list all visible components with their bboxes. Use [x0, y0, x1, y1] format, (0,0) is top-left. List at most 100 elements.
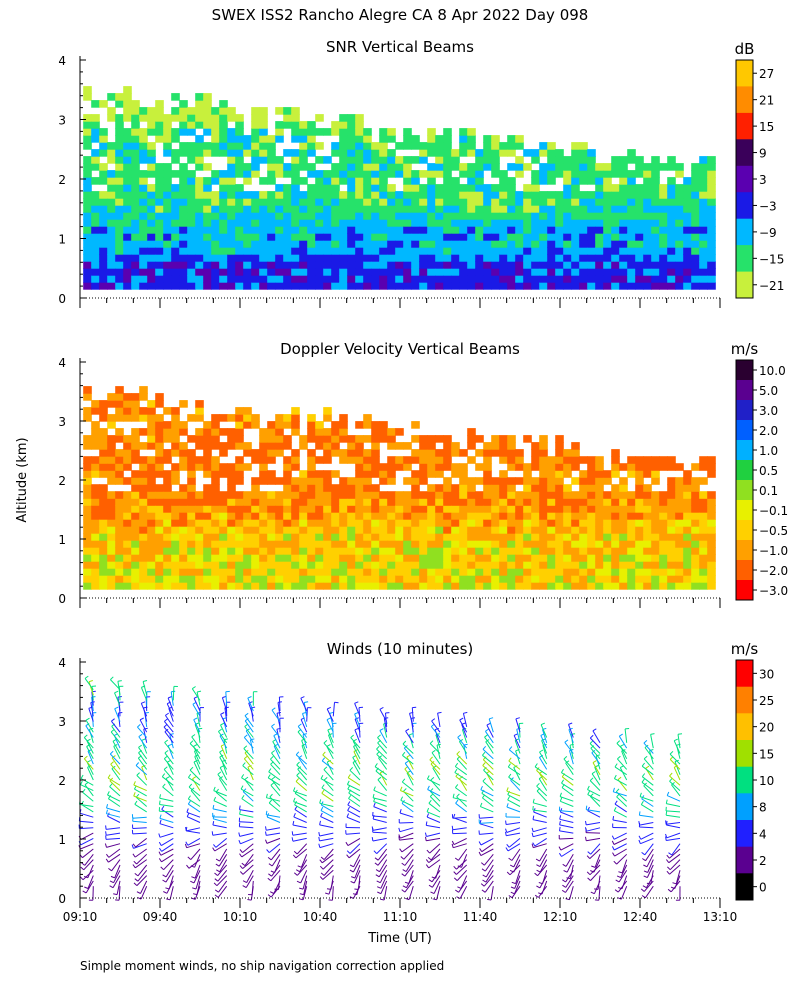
heatmap-cell	[539, 261, 548, 269]
heatmap-cell	[219, 505, 228, 513]
wind-barb	[533, 811, 547, 818]
wind-barb-flag	[270, 756, 274, 760]
heatmap-cell	[115, 100, 124, 108]
heatmap-cell	[171, 414, 180, 422]
heatmap-cell	[651, 240, 660, 248]
heatmap-cell	[139, 268, 148, 276]
heatmap-cell	[419, 498, 428, 506]
heatmap-cell	[251, 121, 260, 129]
heatmap-cell	[315, 491, 324, 499]
heatmap-cell	[291, 191, 300, 199]
heatmap-cell	[259, 456, 268, 464]
heatmap-cell	[163, 198, 172, 206]
heatmap-cell	[163, 428, 172, 436]
wind-barb	[321, 792, 334, 802]
heatmap-cell	[675, 275, 684, 283]
heatmap-cell	[291, 463, 300, 471]
heatmap-cell	[547, 463, 556, 471]
heatmap-cell	[651, 533, 660, 541]
heatmap-cell	[107, 435, 116, 443]
heatmap-cell	[619, 233, 628, 241]
heatmap-cell	[315, 268, 324, 276]
heatmap-cell	[659, 526, 668, 534]
wind-barb-flag	[297, 865, 302, 868]
wind-barb-flag	[83, 755, 88, 760]
heatmap-cell	[651, 233, 660, 241]
heatmap-cell	[443, 575, 452, 583]
heatmap-cell	[611, 282, 620, 290]
heatmap-cell	[427, 491, 436, 499]
heatmap-cell	[323, 442, 332, 450]
heatmap-cell	[323, 233, 332, 241]
heatmap-cell	[291, 540, 300, 548]
wind-barb-flag	[193, 744, 198, 747]
heatmap-cell	[331, 428, 340, 436]
heatmap-cell	[531, 442, 540, 450]
heatmap-cell	[643, 561, 652, 569]
heatmap-cell	[459, 128, 468, 136]
heatmap-cell	[227, 484, 236, 492]
heatmap-cell	[299, 268, 308, 276]
heatmap-cell	[195, 282, 204, 290]
heatmap-cell	[99, 561, 108, 569]
wind-barb	[377, 737, 388, 749]
heatmap-cell	[203, 575, 212, 583]
heatmap-cell	[675, 498, 684, 506]
heatmap-cell	[411, 191, 420, 199]
colorbar-unit: m/s	[731, 340, 759, 358]
heatmap-cell	[691, 477, 700, 485]
heatmap-cell	[307, 435, 316, 443]
heatmap-cell	[403, 498, 412, 506]
wind-barb-flag	[239, 871, 244, 875]
heatmap-cell	[675, 282, 684, 290]
wind-barb	[196, 880, 201, 895]
wind-barb-flag	[141, 738, 146, 741]
wind-barb-flag	[432, 765, 437, 769]
heatmap-cell	[195, 205, 204, 213]
heatmap-cell	[331, 470, 340, 478]
heatmap-cell	[227, 268, 236, 276]
wind-barb	[666, 832, 681, 839]
heatmap-cell	[539, 533, 548, 541]
heatmap-cell	[107, 400, 116, 408]
wind-barb-flag	[83, 875, 88, 879]
wind-barb	[319, 802, 334, 807]
heatmap-cell	[307, 261, 316, 269]
heatmap-cell	[363, 582, 372, 590]
heatmap-cell	[683, 561, 692, 569]
heatmap-cell	[363, 575, 372, 583]
heatmap-cell	[547, 568, 556, 576]
wind-barb-flag	[302, 733, 307, 736]
heatmap-cell	[291, 477, 300, 485]
heatmap-cell	[195, 149, 204, 157]
heatmap-cell	[235, 233, 244, 241]
wind-barb-flag	[295, 869, 300, 873]
heatmap-cell	[179, 254, 188, 262]
heatmap-cell	[131, 191, 140, 199]
heatmap-cell	[83, 93, 92, 101]
heatmap-cell	[299, 128, 308, 136]
heatmap-cell	[691, 519, 700, 527]
heatmap-cell	[699, 247, 708, 255]
heatmap-cell	[211, 205, 220, 213]
heatmap-cell	[139, 247, 148, 255]
heatmap-cell	[139, 519, 148, 527]
heatmap-cell	[611, 449, 620, 457]
heatmap-cell	[619, 205, 628, 213]
heatmap-cell	[251, 198, 260, 206]
wind-barb	[194, 756, 201, 770]
wind-barb	[561, 772, 574, 781]
wind-barb-flag	[481, 889, 486, 893]
heatmap-cell	[235, 282, 244, 290]
wind-barb	[133, 795, 147, 802]
wind-barb-flag	[109, 750, 114, 755]
heatmap-cell	[491, 505, 500, 513]
heatmap-cell	[83, 254, 92, 262]
heatmap-cell	[291, 456, 300, 464]
heatmap-cell	[283, 212, 292, 220]
heatmap-cell	[347, 205, 356, 213]
wind-barb	[618, 870, 628, 883]
heatmap-cell	[443, 268, 452, 276]
wind-barb-flag	[437, 711, 442, 714]
wind-barb	[140, 687, 148, 701]
